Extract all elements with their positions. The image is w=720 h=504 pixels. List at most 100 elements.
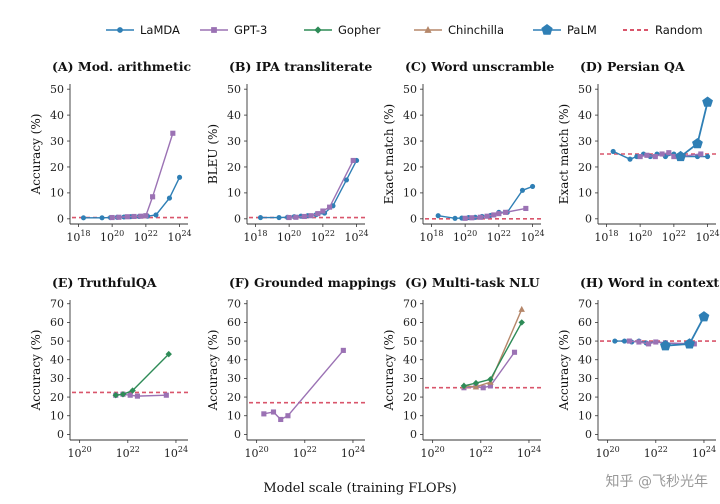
data-point <box>131 213 137 220</box>
y-tick-label: 10 <box>403 410 417 423</box>
series-gpt-3 <box>637 150 704 160</box>
data-point <box>127 392 133 398</box>
y-tick-label: 50 <box>403 335 417 348</box>
y-tick-label: 10 <box>227 187 241 200</box>
x-tick-label: 1024 <box>517 445 541 460</box>
data-point <box>653 339 659 345</box>
panel-title: (B) IPA transliterate <box>229 59 372 74</box>
data-point <box>119 391 127 398</box>
y-axis-label: Exact match (%) <box>557 104 571 204</box>
data-point <box>671 154 677 160</box>
x-tick-label: 1024 <box>692 445 716 460</box>
data-point <box>134 393 140 399</box>
data-point <box>460 382 468 390</box>
series-gpt-3 <box>462 205 529 221</box>
series-gopher <box>460 319 525 390</box>
y-tick-label: 20 <box>578 391 592 404</box>
panel-title: (G) Multi-task NLU <box>405 275 540 290</box>
data-point <box>484 213 490 219</box>
y-tick-label: 0 <box>585 213 592 226</box>
panel-title: (F) Grounded mappings <box>229 275 396 290</box>
y-tick-label: 30 <box>403 135 417 148</box>
data-point <box>698 151 704 157</box>
y-tick-label: 0 <box>57 428 64 441</box>
series-line <box>263 349 344 421</box>
data-point <box>684 338 695 349</box>
y-tick-label: 20 <box>227 391 241 404</box>
data-point <box>452 215 458 221</box>
y-tick-label: 0 <box>410 213 417 226</box>
data-point <box>644 152 650 158</box>
series-gpt-3 <box>261 347 346 423</box>
panel-title: (C) Word unscramble <box>405 59 554 74</box>
data-point <box>636 339 642 345</box>
data-point <box>702 96 713 107</box>
y-tick-label: 10 <box>578 187 592 200</box>
legend-marker-pentagon <box>541 24 553 35</box>
data-point <box>637 154 643 160</box>
data-point <box>519 187 526 193</box>
y-tick-label: 50 <box>50 83 64 96</box>
y-tick-label: 20 <box>403 161 417 174</box>
data-point <box>165 350 172 358</box>
y-tick-label: 30 <box>578 372 592 385</box>
x-tick-label: 1022 <box>662 229 686 244</box>
data-point <box>610 148 616 154</box>
data-point <box>472 379 480 387</box>
data-point <box>626 338 632 344</box>
y-tick-label: 30 <box>50 372 64 385</box>
y-tick-label: 10 <box>227 410 241 423</box>
y-tick-label: 20 <box>50 391 64 404</box>
data-point <box>163 392 169 398</box>
y-tick-label: 0 <box>234 428 241 441</box>
data-point <box>491 212 497 218</box>
series-line <box>115 353 170 396</box>
x-tick-label: 1020 <box>596 445 620 460</box>
data-point <box>666 150 672 156</box>
series-lamda <box>80 174 183 221</box>
data-point <box>116 214 122 220</box>
y-tick-label: 30 <box>50 135 64 148</box>
series-gpt-3 <box>109 130 176 221</box>
y-tick-label: 70 <box>227 298 241 311</box>
legend-label: LaMDA <box>140 23 180 37</box>
y-tick-label: 40 <box>578 109 592 122</box>
x-tick-label: 1024 <box>520 229 544 244</box>
data-point <box>705 154 711 160</box>
data-point <box>487 383 493 389</box>
x-tick-label: 1024 <box>344 229 368 244</box>
series-gpt-3 <box>286 157 356 221</box>
data-point <box>698 311 710 322</box>
data-point <box>627 156 633 162</box>
series-palm <box>660 311 710 351</box>
x-tick-label: 1020 <box>628 229 652 244</box>
x-tick-label: 1020 <box>100 229 124 244</box>
series-line <box>260 160 358 219</box>
data-point <box>472 383 480 390</box>
y-tick-label: 40 <box>227 354 241 367</box>
legend-label: GPT-3 <box>234 23 267 37</box>
y-tick-label: 30 <box>403 372 417 385</box>
data-point <box>518 305 525 312</box>
data-point <box>308 213 314 219</box>
series-line <box>680 101 709 158</box>
data-point <box>340 347 346 353</box>
y-tick-label: 70 <box>578 298 592 311</box>
x-tick-label: 1024 <box>164 445 188 460</box>
y-tick-label: 50 <box>227 83 241 96</box>
legend-marker-square <box>211 27 217 33</box>
y-tick-label: 70 <box>403 298 417 311</box>
legend-marker-diamond <box>314 26 322 34</box>
x-tick-label: 1022 <box>644 445 668 460</box>
x-tick-label: 1020 <box>453 229 477 244</box>
data-point <box>477 214 483 220</box>
x-tick-label: 1022 <box>487 229 511 244</box>
data-point <box>177 174 183 180</box>
data-point <box>257 214 264 221</box>
x-tick-label: 1020 <box>68 445 92 460</box>
data-point <box>276 214 282 221</box>
x-tick-label: 1020 <box>421 445 445 460</box>
y-tick-label: 0 <box>585 428 592 441</box>
